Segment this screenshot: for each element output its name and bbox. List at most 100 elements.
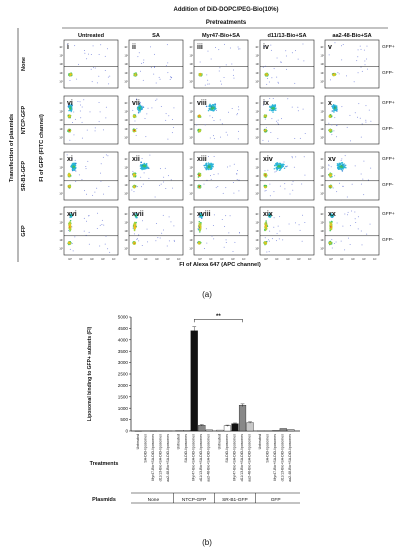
event-dot xyxy=(71,168,74,170)
event-dot xyxy=(92,67,94,69)
event-dot xyxy=(213,120,215,122)
event-dot xyxy=(88,231,90,233)
event-dot xyxy=(208,166,210,168)
event-dot xyxy=(205,228,207,230)
event-dot xyxy=(329,240,331,243)
plasmid-label-4: GFP xyxy=(271,497,281,503)
event-dot xyxy=(294,82,296,84)
event-dot xyxy=(351,210,353,212)
event-dot xyxy=(99,245,101,247)
y-tick-label: 10⁰ xyxy=(320,192,324,195)
event-dot xyxy=(79,101,81,103)
y-tick-label: 10¹ xyxy=(256,72,260,75)
event-dot xyxy=(302,108,304,110)
y-tick-label: 10² xyxy=(321,119,325,122)
event-dot xyxy=(134,120,136,122)
treatment-label: d11/13-Bio+SA-DiD-liposomes xyxy=(199,434,203,482)
event-dot xyxy=(137,56,139,58)
event-dot xyxy=(140,70,142,72)
panel-numeral: v xyxy=(328,44,332,51)
event-dot xyxy=(279,216,281,218)
event-dot xyxy=(221,219,223,221)
event-dot xyxy=(72,122,74,124)
event-dot xyxy=(136,238,138,240)
event-dot xyxy=(143,62,145,64)
event-dot xyxy=(340,240,342,242)
event-dot xyxy=(139,167,142,170)
event-dot xyxy=(334,104,336,107)
event-dot xyxy=(69,248,71,250)
event-dot xyxy=(133,175,135,178)
event-dot xyxy=(155,99,157,101)
event-dot xyxy=(328,54,330,56)
y-tick-label: 10⁰ xyxy=(124,136,128,139)
y-tick-label: 10⁴ xyxy=(189,212,193,216)
row-label-3: SR-B1-GFP xyxy=(21,161,27,191)
event-dot xyxy=(333,111,335,113)
event-dot xyxy=(94,191,96,193)
event-dot xyxy=(171,119,173,121)
event-dot xyxy=(77,101,79,103)
y-tick-label: 10¹ xyxy=(125,72,129,75)
flow-panel-frame xyxy=(128,151,184,201)
event-dot xyxy=(100,44,102,46)
event-dot xyxy=(100,180,102,182)
event-dot xyxy=(87,160,89,162)
y-axis-title: Liposomal binding to GFP+ subsets (FI) xyxy=(87,326,93,421)
event-dot xyxy=(211,167,213,170)
panel-numeral: xv xyxy=(328,156,336,163)
event-dot xyxy=(68,221,71,223)
event-dot xyxy=(100,163,102,165)
event-dot xyxy=(91,81,93,83)
event-dot xyxy=(136,239,138,241)
event-dot xyxy=(134,222,137,225)
event-dot xyxy=(145,136,147,138)
event-dot xyxy=(285,165,287,168)
treatment-label: d11/13-Bio+SA-DiD-liposomes xyxy=(158,434,162,482)
y-tick-label: 10¹ xyxy=(60,184,64,187)
event-dot xyxy=(107,155,109,157)
panel-numeral: xiv xyxy=(263,156,273,163)
y-tick-label: 10³ xyxy=(321,167,325,170)
event-dot xyxy=(67,106,70,108)
event-dot xyxy=(342,225,344,227)
event-dot xyxy=(332,105,335,108)
event-dot xyxy=(205,168,207,170)
event-dot xyxy=(208,108,210,110)
event-dot xyxy=(232,182,234,184)
event-dot xyxy=(165,65,167,67)
event-dot xyxy=(102,129,104,131)
y-tick-label: 10⁴ xyxy=(124,45,128,49)
event-dot xyxy=(66,154,68,156)
event-dot xyxy=(333,130,335,132)
event-dot xyxy=(68,241,71,244)
y-tick-label: 10¹ xyxy=(60,239,64,242)
event-dot xyxy=(99,111,101,113)
event-dot xyxy=(107,248,109,250)
y-tick-label: 10² xyxy=(60,63,64,66)
y-tick-label: 10³ xyxy=(125,111,129,114)
event-dot xyxy=(105,235,107,237)
event-dot xyxy=(142,79,144,81)
event-dot xyxy=(196,124,198,126)
event-dot xyxy=(132,109,134,111)
event-dot xyxy=(276,120,278,122)
event-dot xyxy=(366,233,368,235)
y-tick-label: 10¹ xyxy=(60,72,64,75)
event-dot xyxy=(356,60,358,62)
event-dot xyxy=(138,109,141,112)
event-dot xyxy=(280,61,282,63)
caption-b: (b) xyxy=(202,538,212,547)
y-tick-label: 10¹ xyxy=(125,128,129,131)
event-dot xyxy=(84,190,86,192)
y-tick-label: 10¹ xyxy=(190,72,194,75)
y-tick-label: 10⁴ xyxy=(124,157,128,161)
event-dot xyxy=(283,167,286,169)
panel-numeral: ix xyxy=(263,100,269,107)
event-dot xyxy=(357,49,359,51)
event-dot xyxy=(304,132,306,134)
y-tick-label: 10⁰ xyxy=(59,247,63,250)
x-tick-label: 10³ xyxy=(297,258,301,261)
bar-2-3 xyxy=(190,330,198,432)
